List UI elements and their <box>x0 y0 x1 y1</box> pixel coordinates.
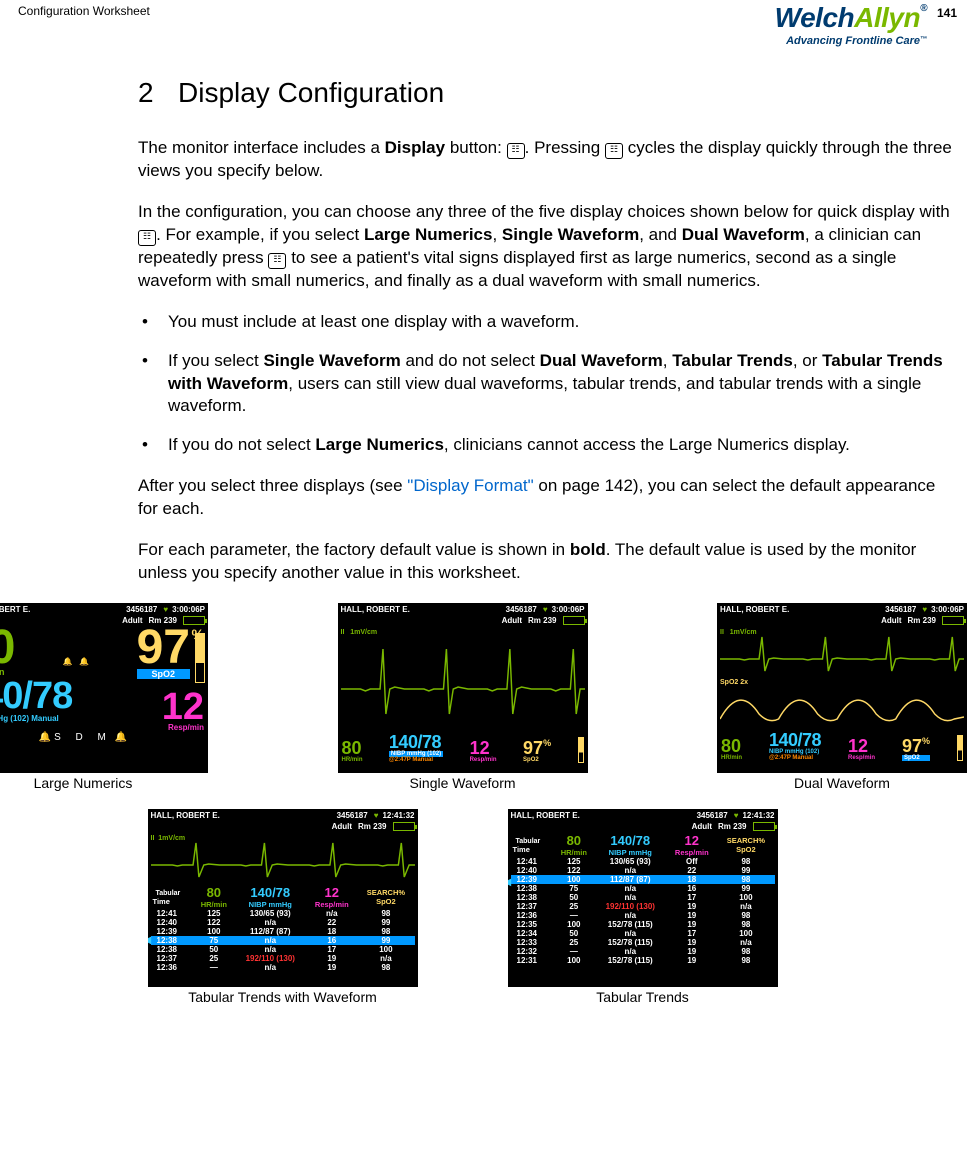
header-section-label: Configuration Worksheet <box>18 4 150 18</box>
paragraph-3: After you select three displays (see "Di… <box>138 475 957 521</box>
thumb-large-numerics: HALL, ROBERT E. 3456187 ♥3:00:06P Adult … <box>0 603 208 791</box>
table-row: 12:39100112/87 (87)1898 <box>151 927 415 936</box>
display-thumbnails: HALL, ROBERT E. 3456187 ♥3:00:06P Adult … <box>0 603 967 1005</box>
clock-time: 3:00:06P <box>172 605 205 614</box>
trends-table: TabularTime 80HR/min 140/78NIBP mmHg 12R… <box>151 885 415 972</box>
ecg-waveform: II 1mV/cm <box>341 629 585 729</box>
ecg-waveform: II 1mV/cm <box>151 835 415 883</box>
resp-value: 12 <box>162 692 204 722</box>
ecg-waveform: II 1mV/cm <box>720 629 964 677</box>
scroll-left-icon: ◀ <box>148 935 152 946</box>
brand-logo: WelchAllyn® Advancing Frontline Care™ <box>775 4 927 47</box>
table-row: 12:39100112/87 (87)1898 <box>511 875 775 884</box>
patient-id: 3456187 <box>30 605 163 614</box>
table-row: 12:36—n/a1998 <box>151 963 415 972</box>
spo2-value: 97% <box>137 629 190 667</box>
spo2-bar-icon <box>195 633 205 683</box>
bullet-list: You must include at least one display wi… <box>138 311 957 458</box>
page-header: Configuration Worksheet WelchAllyn® Adva… <box>18 4 957 47</box>
thumb-tabular-trends-waveform: HALL, ROBERT E. 3456187 ♥12:41:32 Adult … <box>148 809 418 1005</box>
bullet-1: You must include at least one display wi… <box>138 311 957 334</box>
table-row: 12:3725192/110 (130)19n/a <box>511 902 775 911</box>
paragraph-1: The monitor interface includes a Display… <box>138 137 957 183</box>
table-row: 12:3875n/a1699 <box>151 936 415 945</box>
display-button-icon: ☷ <box>138 230 156 246</box>
section-title: 2Display Configuration <box>138 77 957 109</box>
table-row: 12:40122n/a2299 <box>511 866 775 875</box>
table-row: 12:35100152/78 (115)1998 <box>511 920 775 929</box>
table-row: 12:3725192/110 (130)19n/a <box>151 954 415 963</box>
bullet-3: If you do not select Large Numerics, cli… <box>138 434 957 457</box>
trends-table: TabularTime 80HR/min 140/78NIBP mmHg 12R… <box>511 833 775 965</box>
spo2-waveform: SpO2 2x <box>720 679 964 727</box>
table-row: 12:3875n/a1699 <box>511 884 775 893</box>
page-number: 141 <box>937 6 957 20</box>
patient-name: HALL, ROBERT E. <box>0 605 30 614</box>
table-row: 12:3325152/78 (115)19n/a <box>511 938 775 947</box>
table-row: 12:40122n/a2299 <box>151 918 415 927</box>
table-row: 12:41125130/65 (93)n/a98 <box>151 909 415 918</box>
nibp-value: 140/78 <box>0 679 156 713</box>
bullet-2: If you select Single Waveform and do not… <box>138 350 957 419</box>
thumb-single-waveform: HALL, ROBERT E. 3456187 ♥3:00:06P Adult … <box>338 603 588 791</box>
hr-value: 80 <box>0 629 15 667</box>
table-row: 12:31100152/78 (115)1998 <box>511 956 775 965</box>
display-button-icon: ☷ <box>507 143 525 159</box>
cross-reference-link[interactable]: "Display Format" <box>407 476 533 495</box>
paragraph-2: In the configuration, you can choose any… <box>138 201 957 293</box>
table-row: 12:3850n/a17100 <box>511 893 775 902</box>
table-row: 12:3850n/a17100 <box>151 945 415 954</box>
display-button-icon: ☷ <box>268 253 286 269</box>
scroll-left-icon: ◀ <box>508 877 512 888</box>
table-row: 12:36—n/a1998 <box>511 911 775 920</box>
table-row: 12:32—n/a1998 <box>511 947 775 956</box>
thumb-dual-waveform: HALL, ROBERT E. 3456187 ♥3:00:06P Adult … <box>717 603 967 791</box>
main-content: 2Display Configuration The monitor inter… <box>138 77 957 585</box>
table-row: 12:41125130/65 (93)Off98 <box>511 857 775 866</box>
table-row: 12:3450n/a17100 <box>511 929 775 938</box>
thumb-tabular-trends: HALL, ROBERT E. 3456187 ♥12:41:32 Adult … <box>508 809 778 1005</box>
display-button-icon: ☷ <box>605 143 623 159</box>
paragraph-4: For each parameter, the factory default … <box>138 539 957 585</box>
thumb-caption: Large Numerics <box>34 775 133 791</box>
